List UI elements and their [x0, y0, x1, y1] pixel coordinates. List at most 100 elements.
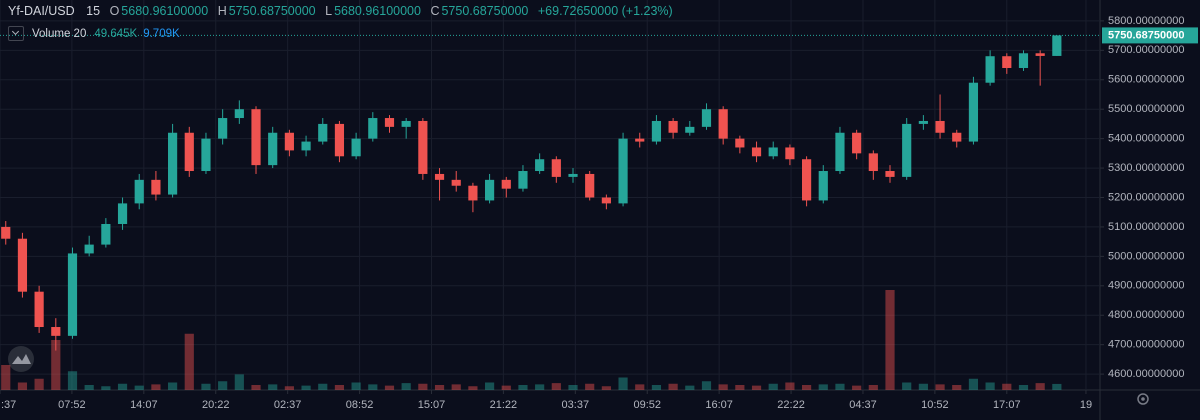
- y-tick-label: 5100.00000000: [1108, 221, 1184, 233]
- volume-bar: [835, 383, 845, 390]
- volume-bar: [868, 385, 878, 390]
- candle-body: [34, 291, 44, 328]
- candle-body: [384, 118, 395, 127]
- volume-bar: [218, 381, 228, 390]
- candle-body: [151, 179, 161, 195]
- x-tick-label: 02:37: [274, 399, 302, 411]
- x-tick-label: 16:07: [705, 399, 733, 411]
- y-tick-label: 5300.00000000: [1108, 162, 1184, 174]
- volume-bar: [234, 374, 244, 390]
- candle-body: [334, 123, 345, 157]
- volume-bar: [918, 383, 928, 390]
- candle-body: [952, 132, 962, 142]
- volume-bar: [368, 384, 378, 390]
- candle-body: [117, 203, 128, 224]
- candle-body: [101, 223, 111, 245]
- candle-body: [67, 253, 78, 336]
- candle-body: [501, 179, 511, 189]
- volume-bar: [935, 384, 945, 390]
- volume-bar: [535, 384, 545, 390]
- settings-button[interactable]: [1137, 393, 1149, 405]
- candle-body: [401, 120, 411, 127]
- candle-body: [968, 82, 979, 142]
- change-value: +69.72650000 (+1.23%): [537, 4, 673, 18]
- volume-bar: [568, 385, 578, 390]
- volume-bar: [134, 385, 144, 390]
- volume-bar: [768, 383, 778, 390]
- x-tick-label: 04:37: [849, 399, 877, 411]
- candle-body: [935, 120, 945, 133]
- candle-body: [902, 123, 912, 177]
- candle-body: [268, 132, 278, 166]
- candle-body: [635, 138, 645, 142]
- x-tick-label: 10:52: [921, 399, 949, 411]
- candle-body: [868, 153, 878, 172]
- volume-bar: [334, 385, 345, 390]
- low-label: L: [325, 4, 333, 18]
- x-tick-label: 17:07: [993, 399, 1021, 411]
- y-tick-label: 5500.00000000: [1108, 103, 1184, 115]
- candle-body: [768, 147, 778, 157]
- last-price-tag: [1102, 27, 1198, 44]
- candle-body: [301, 141, 311, 151]
- volume-bar: [1018, 385, 1029, 390]
- volume-bar: [685, 385, 695, 390]
- volume-bar: [718, 384, 728, 390]
- volume-bar: [384, 385, 395, 390]
- volume-bar: [34, 378, 44, 390]
- candle-body: [918, 120, 928, 124]
- y-tick-label: 5800.00000000: [1108, 15, 1184, 27]
- volume-bar: [84, 385, 94, 390]
- last-price-label: 5750.68750000: [1108, 29, 1184, 41]
- volume-bar: [952, 385, 962, 390]
- volume-bar: [451, 384, 461, 390]
- volume-bar: [852, 385, 862, 390]
- volume-bar: [885, 290, 895, 390]
- candle-body: [651, 120, 662, 142]
- candle-body: [168, 132, 178, 195]
- candle-body: [585, 173, 595, 198]
- volume-bar: [1035, 383, 1045, 390]
- candle-body: [134, 179, 144, 204]
- x-tick-label: 22:22: [777, 399, 805, 411]
- symbol[interactable]: Yf-DAI/USD: [8, 4, 75, 18]
- candle-body: [718, 109, 728, 139]
- volume-bars: [1, 290, 1062, 390]
- candle-body: [885, 171, 895, 177]
- volume-bar: [618, 377, 628, 390]
- y-tick-label: 5000.00000000: [1108, 250, 1184, 262]
- x-tick-label: 15:07: [418, 399, 446, 411]
- close-value: 5750.68750000: [441, 4, 529, 18]
- y-tick-label: 4800.00000000: [1108, 309, 1184, 321]
- candle-body: [1052, 35, 1062, 56]
- volume-bar: [251, 385, 261, 390]
- candle-body: [735, 138, 745, 148]
- volume-bar: [902, 382, 912, 390]
- volume-bar: [485, 382, 495, 390]
- volume-bar: [818, 384, 828, 390]
- volume-bar: [268, 384, 278, 390]
- x-tick-label: 20:22: [202, 399, 230, 411]
- candle-body: [451, 179, 461, 186]
- y-tick-label: 5400.00000000: [1108, 133, 1184, 145]
- volume-bar: [401, 383, 411, 390]
- open-value: 5680.96100000: [121, 4, 209, 18]
- candles: [1, 35, 1062, 351]
- collapse-button[interactable]: [8, 26, 24, 41]
- volume-bar: [585, 383, 595, 390]
- volume-bar: [1, 365, 11, 390]
- logo: [8, 346, 34, 372]
- high-value: 5750.68750000: [228, 4, 316, 18]
- candle-body: [852, 132, 862, 154]
- volume-bar: [151, 384, 161, 390]
- y-tick-label: 4700.00000000: [1108, 339, 1184, 351]
- volume-bar: [701, 381, 712, 390]
- candle-body: [485, 179, 495, 201]
- open-label: O: [109, 4, 120, 18]
- candle-body: [84, 244, 94, 254]
- candle-body: [601, 197, 611, 204]
- low-value: 5680.96100000: [334, 4, 421, 18]
- volume-bar: [968, 378, 979, 390]
- y-tick-label: 4600.00000000: [1108, 368, 1184, 380]
